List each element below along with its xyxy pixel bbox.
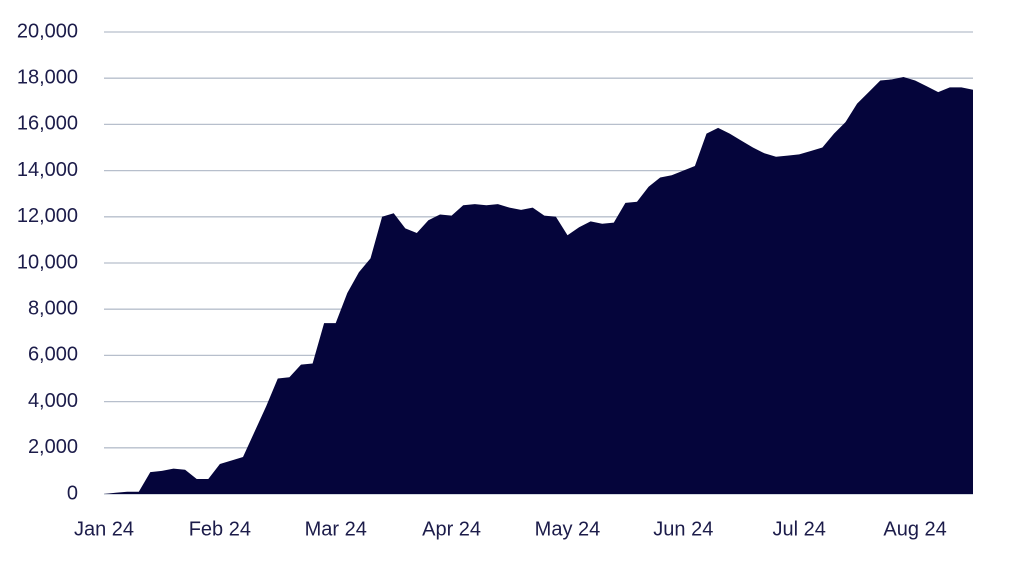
y-tick-label: 10,000 — [17, 251, 78, 273]
x-tick-label: Feb 24 — [189, 518, 251, 540]
y-tick-label: 14,000 — [17, 159, 78, 181]
area — [104, 77, 973, 494]
y-tick-label: 4,000 — [28, 390, 78, 412]
y-tick-label: 8,000 — [28, 297, 78, 319]
y-tick-label: 0 — [67, 482, 78, 504]
x-tick-label: May 24 — [535, 518, 601, 540]
y-tick-label: 20,000 — [17, 20, 78, 42]
y-tick-label: 16,000 — [17, 113, 78, 135]
x-tick-label: Jan 24 — [74, 518, 134, 540]
y-tick-label: 6,000 — [28, 344, 78, 366]
x-tick-label: Aug 24 — [883, 518, 946, 540]
y-tick-label: 12,000 — [17, 205, 78, 227]
x-tick-label: Jul 24 — [773, 518, 826, 540]
y-tick-label: 2,000 — [28, 436, 78, 458]
x-tick-label: Apr 24 — [422, 518, 481, 540]
x-tick-label: Jun 24 — [653, 518, 713, 540]
y-tick-label: 18,000 — [17, 66, 78, 88]
x-tick-label: Mar 24 — [305, 518, 367, 540]
